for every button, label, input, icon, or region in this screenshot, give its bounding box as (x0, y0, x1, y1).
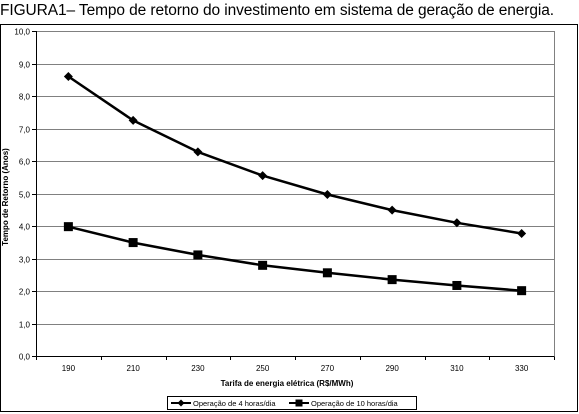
data-point-diamond (322, 189, 332, 199)
y-tick-label: 0,0 (19, 353, 31, 362)
data-point-square (517, 286, 527, 296)
x-tick-label: 290 (385, 364, 399, 373)
data-point-square (452, 280, 462, 290)
x-axis-title: Tarifa de energia elétrica (R$/MWh) (221, 379, 354, 388)
y-tick-label: 7,0 (19, 126, 31, 135)
x-tick-label: 310 (450, 364, 464, 373)
data-point-square (128, 238, 138, 248)
axes: 0,0 1,0 2,0 3,0 4,0 5,0 6,0 7,0 8,0 9,0 10,0 190 210… (14, 28, 555, 373)
series-line-1 (67, 75, 522, 235)
legend: Operação de 4 horas/dia Operação de 10 h… (167, 396, 417, 410)
y-tick-label: 8,0 (19, 93, 31, 102)
figure-caption: FIGURA1– Tempo de retorno do investiment… (0, 2, 554, 19)
data-point-square (258, 260, 268, 270)
legend-label-10h: Operação de 10 horas/dia (311, 399, 399, 408)
y-tick-label: 1,0 (19, 321, 31, 330)
x-tick-label: 190 (62, 364, 76, 373)
y-tick-label: 2,0 (19, 288, 31, 297)
legend-marker-square (295, 399, 303, 407)
y-tick-label: 4,0 (19, 223, 31, 232)
data-point-diamond (387, 205, 397, 215)
y-axis-title: Tempo de Retorno (Anos) (1, 148, 10, 246)
chart-frame (0, 24, 578, 412)
x-tick-label: 330 (515, 364, 529, 373)
legend-label-4h: Operação de 4 horas/dia (193, 399, 276, 408)
y-tick-label: 10,0 (14, 28, 30, 37)
x-tick-label: 250 (256, 364, 270, 373)
series-line-2 (68, 225, 522, 292)
data-series (63, 72, 527, 296)
data-point-square (63, 222, 73, 232)
x-tick-label: 210 (126, 364, 140, 373)
x-tick-label: 230 (191, 364, 205, 373)
data-point-square (387, 275, 397, 285)
data-point-square (193, 250, 203, 260)
y-tick-label: 9,0 (19, 61, 31, 70)
data-point-diamond (517, 228, 527, 238)
legend-marker-diamond (177, 399, 185, 407)
data-point-diamond (452, 218, 462, 228)
y-tick-label: 3,0 (19, 256, 31, 265)
y-tick-label: 5,0 (19, 191, 31, 200)
data-point-diamond (258, 171, 268, 181)
data-point-diamond (193, 147, 203, 157)
data-point-diamond (128, 115, 138, 125)
x-tick-label: 270 (321, 364, 335, 373)
grid-lines (36, 31, 554, 325)
data-point-diamond (63, 72, 73, 81)
y-tick-label: 6,0 (19, 158, 31, 167)
data-point-square (322, 268, 332, 278)
